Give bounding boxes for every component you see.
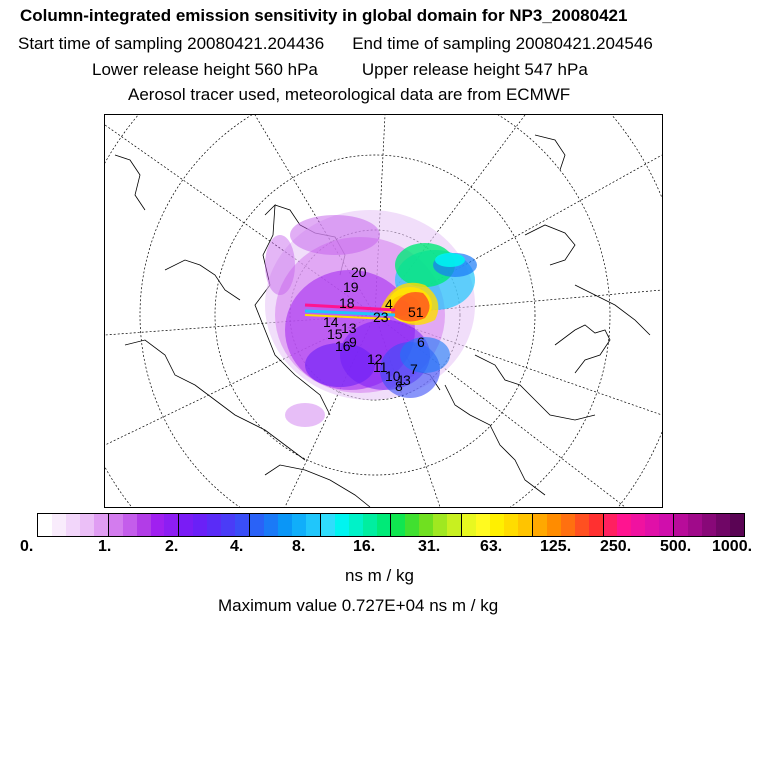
traj-label: 12 xyxy=(367,351,383,367)
traj-label: 1 xyxy=(397,372,405,388)
traj-label: 15 xyxy=(327,326,343,342)
traj-label: 9 xyxy=(349,334,357,350)
colorbar-swatch xyxy=(51,514,66,536)
colorbar-swatch xyxy=(688,514,703,536)
colorbar-swatch xyxy=(65,514,80,536)
colorbar-swatch xyxy=(250,514,264,536)
colorbar-swatch xyxy=(38,514,52,536)
colorbar-swatch xyxy=(150,514,165,536)
colorbar-swatch xyxy=(207,514,222,536)
colorbar-swatch xyxy=(560,514,575,536)
traj-label: 4 xyxy=(385,296,393,312)
colorbar-tick-label: 500. xyxy=(660,538,692,555)
plot-title: Column-integrated emission sensitivity i… xyxy=(20,6,628,25)
colorbar-swatch xyxy=(108,514,123,536)
colorbar-swatch xyxy=(391,514,406,536)
max-value-label: Maximum value 0.727E+04 ns m / kg xyxy=(218,596,499,615)
colorbar-tick-label: 8. xyxy=(292,538,306,555)
colorbar xyxy=(37,513,745,537)
colorbar-swatch xyxy=(659,514,675,536)
traj-label: 18 xyxy=(339,295,355,311)
traj-label: 11 xyxy=(373,359,388,375)
colorbar-tick-label: 63. xyxy=(480,538,503,555)
lower-release-label: Lower release height 560 hPa xyxy=(92,60,318,79)
traj-label: 3 xyxy=(403,372,411,388)
release-heights: Lower release height 560 hPa Upper releas… xyxy=(92,60,588,80)
traj-label: 16 xyxy=(335,338,351,354)
colorbar-swatch xyxy=(376,514,392,536)
colorbar-swatch xyxy=(221,514,236,536)
end-time-label: End time of sampling 20080421.204546 xyxy=(352,34,653,53)
colorbar-tick-label: 16. xyxy=(353,538,376,555)
colorbar-swatch xyxy=(532,514,547,536)
colorbar-swatch xyxy=(362,514,377,536)
colorbar-swatch xyxy=(433,514,448,536)
colorbar-swatch xyxy=(447,514,463,536)
trajectory-labels: 20 19 18 4 51 23 14 15 16 9 12 11 10 8 7… xyxy=(323,264,425,394)
colorbar-tick-label: 4. xyxy=(230,538,244,555)
colorbar-swatch xyxy=(574,514,589,536)
colorbar-swatch xyxy=(729,514,744,536)
colorbar-swatch xyxy=(588,514,604,536)
colorbar-swatch xyxy=(320,514,335,536)
colorbar-swatch xyxy=(546,514,561,536)
colorbar-swatch xyxy=(517,514,533,536)
colorbar-swatch xyxy=(617,514,632,536)
colorbar-swatch xyxy=(235,514,251,536)
colorbar-swatch xyxy=(348,514,363,536)
traj-label: 51 xyxy=(408,304,424,320)
colorbar-swatch xyxy=(405,514,420,536)
traj-label: 13 xyxy=(341,320,357,336)
colorbar-tick-label: 31. xyxy=(418,538,441,555)
colorbar-swatch xyxy=(419,514,434,536)
colorbar-swatch xyxy=(645,514,660,536)
colorbar-tick-label: 2. xyxy=(165,538,179,555)
colorbar-tick-label: 0. xyxy=(20,538,34,555)
traj-label: 19 xyxy=(343,279,359,295)
traj-label: 20 xyxy=(351,264,367,280)
tracer-info: Aerosol tracer used, meteorological data… xyxy=(128,85,571,104)
colorbar-swatch xyxy=(702,514,716,536)
traj-label: 8 xyxy=(395,378,403,394)
colorbar-swatch xyxy=(291,514,306,536)
colorbar-swatch xyxy=(476,514,490,536)
colorbar-swatch xyxy=(122,514,137,536)
traj-label: 10 xyxy=(385,368,401,384)
colorbar-swatch xyxy=(264,514,278,536)
polar-map: 20 19 18 4 51 23 14 15 16 9 12 11 10 8 7… xyxy=(105,115,662,507)
upper-release-label: Upper release height 547 hPa xyxy=(361,60,588,79)
colorbar-swatch xyxy=(674,514,689,536)
colorbar-swatch xyxy=(193,514,208,536)
colorbar-swatch xyxy=(164,514,180,536)
colorbar-tick-label: 125. xyxy=(540,538,572,555)
colorbar-swatch xyxy=(79,514,94,536)
colorbar-swatch xyxy=(490,514,504,536)
colorbar-swatch xyxy=(277,514,292,536)
colorbar-tick-label: 250. xyxy=(600,538,632,555)
colorbar-swatch xyxy=(503,514,518,536)
map-panel: 20 19 18 4 51 23 14 15 16 9 12 11 10 8 7… xyxy=(104,114,663,508)
colorbar-swatch xyxy=(179,514,194,536)
colorbar-swatch xyxy=(136,514,151,536)
traj-label: 23 xyxy=(373,309,389,325)
colorbar-swatch xyxy=(603,514,618,536)
colorbar-swatch xyxy=(716,514,730,536)
units-label: ns m / kg xyxy=(345,566,414,585)
traj-label: 6 xyxy=(417,334,425,350)
colorbar-tick-label: 1000. xyxy=(712,538,753,555)
sampling-times: Start time of sampling 20080421.204436 En… xyxy=(18,34,653,54)
start-time-label: Start time of sampling 20080421.204436 xyxy=(18,34,325,53)
colorbar-swatch xyxy=(631,514,646,536)
traj-label: 7 xyxy=(410,361,418,377)
colorbar-swatch xyxy=(462,514,477,536)
traj-label: 14 xyxy=(323,314,339,330)
colorbar-swatch xyxy=(305,514,321,536)
sensitivity-field xyxy=(265,210,477,427)
colorbar-swatch xyxy=(334,514,349,536)
colorbar-swatch xyxy=(93,514,109,536)
colorbar-tick-label: 1. xyxy=(98,538,112,555)
